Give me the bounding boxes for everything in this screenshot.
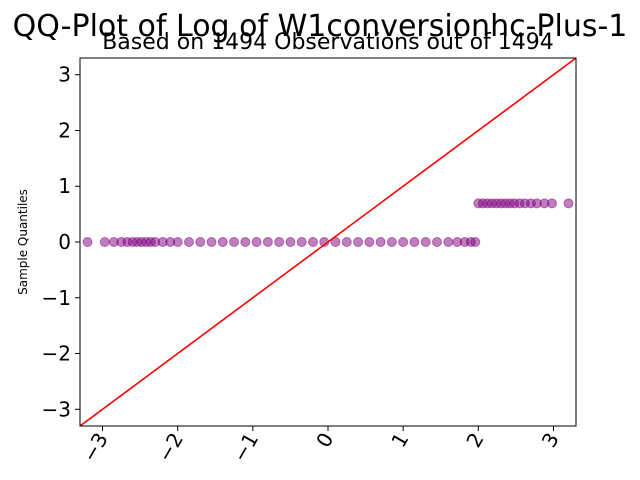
- y-tick-label-0: −3: [42, 397, 71, 421]
- x-tick-label-5: 2: [461, 429, 488, 452]
- y-axis-label: Sample Quantiles: [16, 189, 30, 295]
- data-point-15: [195, 237, 206, 247]
- data-point-19: [240, 237, 251, 247]
- chart-title: QQ-Plot of Log of W1conversionhc-Plus-1: [13, 9, 628, 44]
- data-point-34: [409, 237, 420, 247]
- data-point-57: [563, 198, 574, 209]
- data-point-1: [99, 237, 110, 247]
- data-point-41: [470, 237, 481, 247]
- data-point-27: [330, 237, 341, 247]
- y-tick-label-4: 1: [58, 174, 71, 198]
- data-point-23: [285, 237, 296, 247]
- x-tick-label-0: −3: [77, 429, 113, 467]
- data-point-37: [443, 237, 454, 247]
- x-tick-label-3: 0: [311, 429, 338, 452]
- data-point-16: [206, 237, 217, 247]
- data-points: [82, 198, 574, 247]
- x-tick-label-6: 3: [537, 429, 564, 452]
- data-point-24: [296, 237, 307, 247]
- y-tick-label-6: 3: [58, 63, 71, 87]
- data-point-22: [274, 237, 285, 247]
- reference-line: [80, 58, 576, 426]
- x-tick-label-1: −2: [153, 429, 189, 467]
- data-point-30: [364, 237, 375, 247]
- data-point-18: [229, 237, 240, 247]
- data-point-31: [375, 237, 386, 247]
- data-point-0: [82, 237, 93, 247]
- data-point-14: [183, 237, 194, 247]
- y-tick-label-1: −2: [42, 342, 71, 366]
- reference-line-group: [80, 58, 576, 426]
- data-point-25: [307, 237, 318, 247]
- x-tick-label-2: −1: [228, 429, 264, 467]
- data-point-28: [341, 237, 352, 247]
- data-point-21: [262, 237, 273, 247]
- chart-subtitle: Based on 1494 Observations out of 1494: [102, 30, 554, 55]
- data-point-29: [353, 237, 364, 247]
- data-point-35: [420, 237, 431, 247]
- x-tick-label-4: 1: [386, 429, 413, 452]
- x-axis: −3 −2 −1 0 1 2 3: [77, 426, 564, 467]
- y-tick-label-3: 0: [58, 230, 71, 254]
- data-point-36: [431, 237, 442, 247]
- data-point-33: [398, 237, 409, 247]
- y-tick-label-5: 2: [58, 118, 71, 142]
- data-point-13: [172, 237, 183, 247]
- y-axis: −3 −2 −1 0 1 2 3: [42, 63, 80, 421]
- y-tick-label-2: −1: [42, 286, 71, 310]
- data-point-56: [546, 198, 557, 209]
- data-point-32: [386, 237, 397, 247]
- data-point-20: [251, 237, 262, 247]
- data-point-17: [217, 237, 228, 247]
